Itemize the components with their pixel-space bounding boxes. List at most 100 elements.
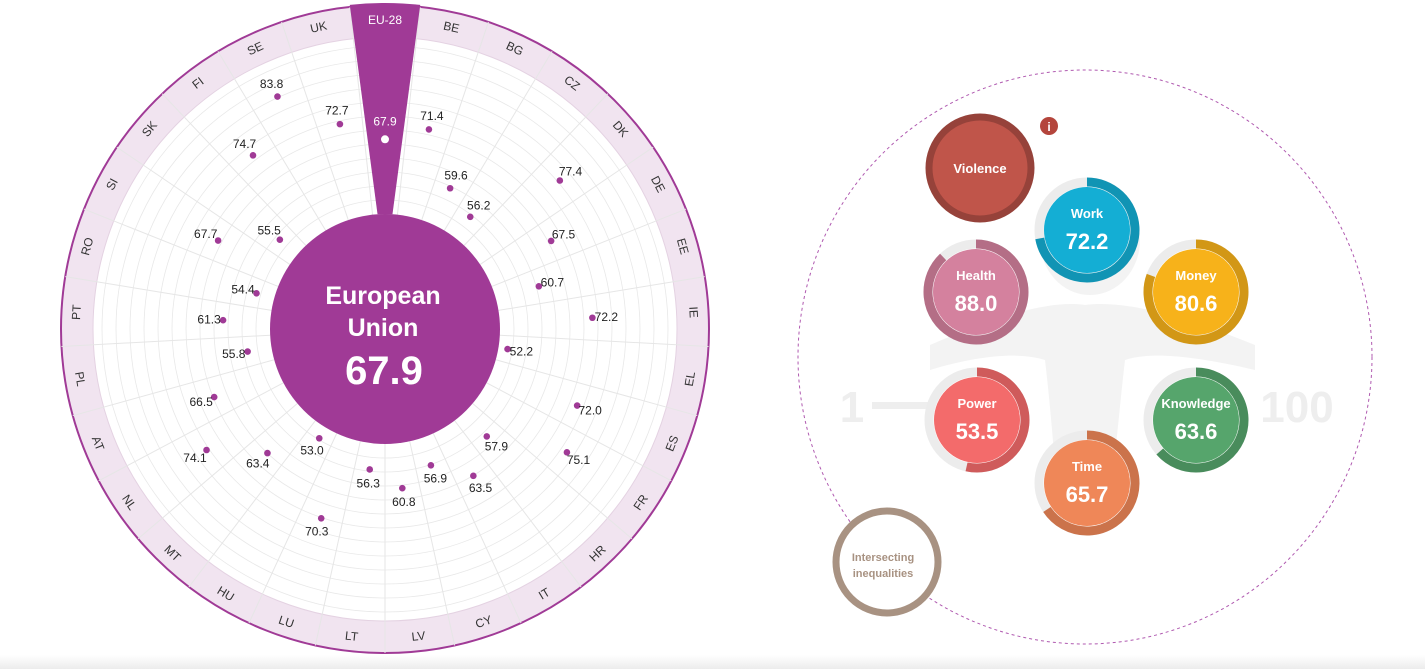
domain-value-knowledge: 63.6 [1175,419,1218,444]
country-label-at[interactable]: AT [89,434,108,453]
country-label-pt[interactable]: PT [69,304,84,321]
country-label-uk[interactable]: UK [309,19,328,36]
value-label-si: 67.7 [194,227,218,241]
domain-money[interactable]: Money 80.6 [1143,239,1249,345]
domain-score-arc-time [1043,430,1140,536]
data-point-el[interactable] [504,345,511,353]
domain-bubble-time[interactable] [1044,440,1130,526]
data-point-uk[interactable] [336,120,344,128]
data-point-de[interactable] [547,237,555,245]
data-point-lu[interactable] [317,514,325,522]
domain-score-arc-power [965,367,1030,473]
data-point-pl[interactable] [244,348,251,355]
value-label-ie: 72.2 [595,310,619,324]
country-label-eu-28[interactable]: EU-28 [368,13,402,27]
data-point-sk[interactable] [276,236,284,243]
domain-value-money: 80.6 [1175,291,1218,316]
wedge-divider [83,208,279,287]
intersecting-inequalities-ring[interactable] [832,507,942,617]
country-label-ie[interactable]: IE [686,306,701,318]
data-point-hr[interactable] [483,433,491,440]
country-label-be[interactable]: BE [442,19,461,36]
value-label-lu: 70.3 [305,525,329,539]
data-point-si[interactable] [214,237,222,244]
country-label-se[interactable]: SE [245,39,265,58]
data-point-it[interactable] [470,472,477,480]
country-label-el[interactable]: EL [682,370,698,387]
domain-knowledge[interactable]: Knowledge 63.6 [1143,367,1249,473]
country-label-es[interactable]: ES [663,433,682,453]
domain-time[interactable]: Time 65.7 [1034,430,1140,536]
value-label-cz: 56.2 [467,199,491,213]
wedge-divider [161,93,307,246]
domain-bubble-health[interactable] [933,249,1019,335]
value-label-de: 67.5 [552,227,576,241]
value-label-bg: 59.6 [444,169,468,183]
info-icon[interactable] [1040,117,1058,135]
wedge-divider [116,146,291,265]
data-point-at[interactable] [210,393,218,401]
domain-score-arc-health [923,239,1029,345]
wedge-divider [495,359,698,417]
wedge-divider [314,441,361,646]
data-point-fi[interactable] [249,152,257,159]
domain-score-arc-work [1035,177,1140,283]
data-point-ro[interactable] [253,290,260,297]
data-point-pt[interactable] [219,316,227,324]
intersecting-inequalities-button[interactable]: Intersecting inequalities [832,507,942,617]
wedge-divider [432,433,522,624]
value-label-mt: 63.4 [246,456,270,470]
country-label-pl[interactable]: PL [72,371,88,388]
eu-28-wedge[interactable] [349,3,421,215]
data-point-mt[interactable] [264,449,271,457]
data-point-fr[interactable] [563,449,571,456]
domain-bubble-knowledge[interactable] [1153,377,1239,463]
wedge-divider [454,420,582,588]
data-point-eu-28[interactable] [381,135,389,144]
domain-violence[interactable]: Violence [925,113,1035,223]
data-point-be[interactable] [425,126,433,133]
domain-work[interactable]: Work 72.2 [1034,177,1140,283]
data-point-nl[interactable] [203,446,210,454]
wedge-divider [421,21,489,221]
country-label-de[interactable]: DE [648,174,668,195]
domain-score-arc-money [1143,239,1249,345]
country-label-bg[interactable]: BG [504,39,526,59]
domain-bubble-power[interactable] [934,377,1020,463]
wedge-divider [479,146,654,265]
value-label-pl: 55.8 [222,347,246,361]
domain-bubble-money[interactable] [1153,249,1239,335]
value-label-be: 71.4 [420,109,444,123]
domain-label-time: Time [1072,459,1102,474]
data-point-cy[interactable] [427,461,435,469]
data-point-ie[interactable] [589,314,596,322]
country-label-lt[interactable]: LT [344,629,359,644]
country-label-ee[interactable]: EE [674,237,692,256]
domain-value-health: 88.0 [955,291,998,316]
domain-health[interactable]: Health 88.0 [923,239,1029,345]
domain-bubble-violence[interactable] [925,113,1035,223]
data-point-ee[interactable] [535,282,543,290]
info-badge[interactable]: i [1040,117,1058,135]
data-point-lv[interactable] [399,484,406,492]
data-point-lt[interactable] [366,466,374,473]
eu-28-highlight-group[interactable] [349,3,421,215]
intersecting-label-line2: inequalities [853,568,914,580]
value-label-el: 52.2 [510,344,534,358]
data-point-hu[interactable] [315,434,323,442]
country-label-lv[interactable]: LV [411,628,426,643]
data-point-es[interactable] [573,402,581,409]
country-label-cy[interactable]: CY [474,613,494,632]
domain-label-knowledge: Knowledge [1161,396,1230,411]
data-point-bg[interactable] [446,184,454,192]
data-point-se[interactable] [274,93,281,100]
country-label-ro[interactable]: RO [78,236,96,257]
domain-power[interactable]: Power 53.5 [924,367,1030,473]
data-point-dk[interactable] [556,177,564,184]
domain-value-power: 53.5 [956,419,999,444]
domain-bubble-work[interactable] [1044,187,1130,273]
data-point-cz[interactable] [466,213,474,221]
country-label-lu[interactable]: LU [277,613,296,631]
center-disc[interactable] [270,214,500,444]
value-label-lv: 60.8 [392,495,416,509]
